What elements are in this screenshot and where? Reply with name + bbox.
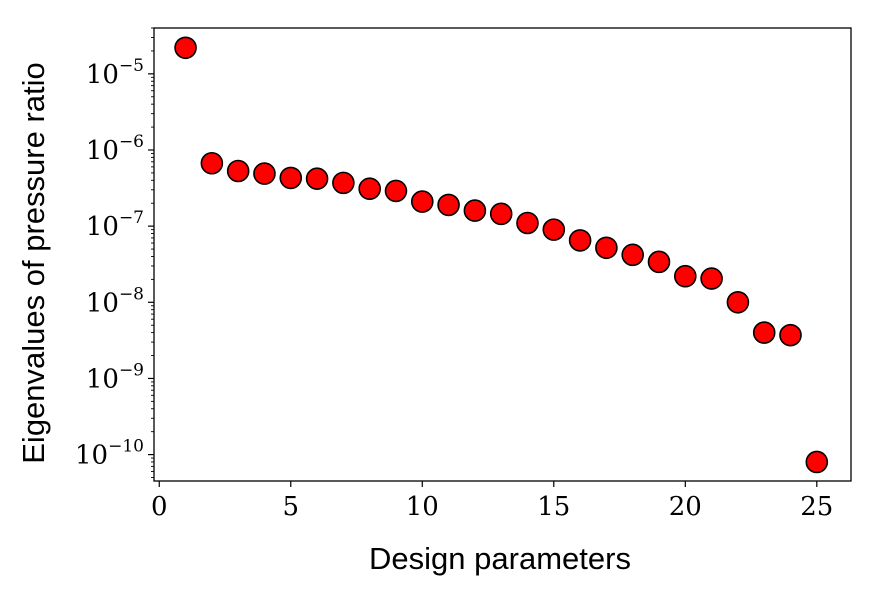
data-point [516, 211, 539, 235]
data-point [463, 199, 487, 222]
plot-area [153, 27, 852, 482]
data-point [595, 236, 618, 260]
data-point [200, 151, 224, 175]
x-axis-ticks: 0 5 10 15 20 25 [151, 481, 833, 522]
data-point [673, 264, 697, 288]
data-point [174, 36, 197, 60]
data-point [621, 243, 644, 267]
y-tick-label: 10−8 [86, 284, 144, 318]
x-axis-label: Design parameters [369, 541, 631, 576]
data-point [279, 166, 303, 190]
x-tick-label: 10 [406, 492, 439, 522]
x-tick-label: 5 [282, 492, 299, 522]
data-point [489, 202, 513, 226]
y-tick-label: 10−10 [75, 437, 144, 471]
data-point [700, 267, 723, 290]
y-tick-label: 10−9 [86, 360, 144, 394]
data-point [805, 450, 829, 474]
x-tick-label: 15 [537, 492, 570, 522]
y-axis-label: Eigenvalues of pressure ratio [16, 62, 51, 464]
data-point [358, 177, 381, 201]
data-point [410, 190, 434, 213]
data-point [752, 321, 776, 344]
data-point [384, 179, 408, 203]
data-point [542, 218, 566, 241]
data-point [437, 193, 460, 217]
data-points [174, 36, 829, 474]
data-point [305, 167, 329, 190]
data-point [779, 323, 802, 347]
data-point [332, 171, 355, 195]
x-tick-label: 20 [669, 492, 702, 522]
y-tick-label: 10−7 [86, 208, 144, 242]
x-tick-label: 25 [800, 492, 833, 522]
data-point [726, 290, 750, 314]
x-tick-label: 0 [151, 492, 168, 522]
y-tick-label: 10−6 [86, 132, 144, 166]
y-axis-ticks: 10−10 10−9 10−8 10−7 10−6 10−5 [75, 27, 154, 478]
data-point [568, 229, 592, 252]
data-point [647, 250, 671, 274]
y-tick-label: 10−5 [86, 56, 144, 90]
data-point [253, 162, 276, 185]
data-point [226, 159, 250, 183]
